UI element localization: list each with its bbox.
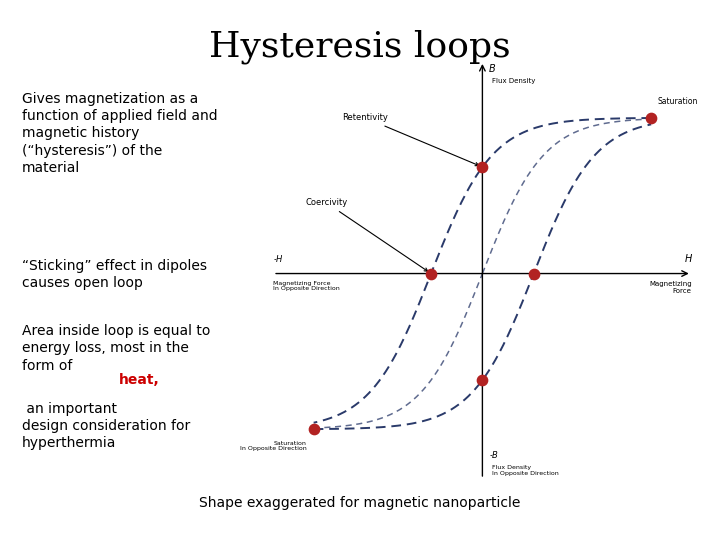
Text: H: H — [684, 254, 692, 264]
Text: Shape exaggerated for magnetic nanoparticle: Shape exaggerated for magnetic nanoparti… — [199, 496, 521, 510]
Point — [426, 269, 437, 278]
Point — [645, 113, 657, 122]
Text: Coercivity: Coercivity — [305, 198, 428, 271]
Text: Gives magnetization as a
function of applied field and
magnetic history
(“hyster: Gives magnetization as a function of app… — [22, 92, 217, 175]
Text: Saturation
In Opposite Direction: Saturation In Opposite Direction — [240, 441, 307, 451]
Text: Flux Density: Flux Density — [492, 78, 535, 84]
Text: heat,: heat, — [119, 373, 160, 387]
Point — [477, 163, 488, 171]
Text: Area inside loop is equal to
energy loss, most in the
form of: Area inside loop is equal to energy loss… — [22, 324, 210, 373]
Text: “Sticking” effect in dipoles
causes open loop: “Sticking” effect in dipoles causes open… — [22, 259, 207, 291]
Point — [308, 425, 320, 434]
Point — [528, 269, 539, 278]
Text: Magnetizing Force
In Opposite Direction: Magnetizing Force In Opposite Direction — [273, 281, 340, 292]
Text: B: B — [489, 64, 496, 74]
Text: Flux Density
In Opposite Direction: Flux Density In Opposite Direction — [492, 465, 559, 476]
Text: Magnetizing
Force: Magnetizing Force — [649, 281, 692, 294]
Text: Retentivity: Retentivity — [342, 113, 479, 166]
Text: -B: -B — [489, 450, 498, 460]
Point — [477, 376, 488, 384]
Text: Hysteresis loops: Hysteresis loops — [210, 30, 510, 64]
Text: -H: -H — [273, 255, 282, 264]
Text: Saturation: Saturation — [658, 97, 698, 106]
Text: an important
design consideration for
hyperthermia: an important design consideration for hy… — [22, 402, 190, 450]
